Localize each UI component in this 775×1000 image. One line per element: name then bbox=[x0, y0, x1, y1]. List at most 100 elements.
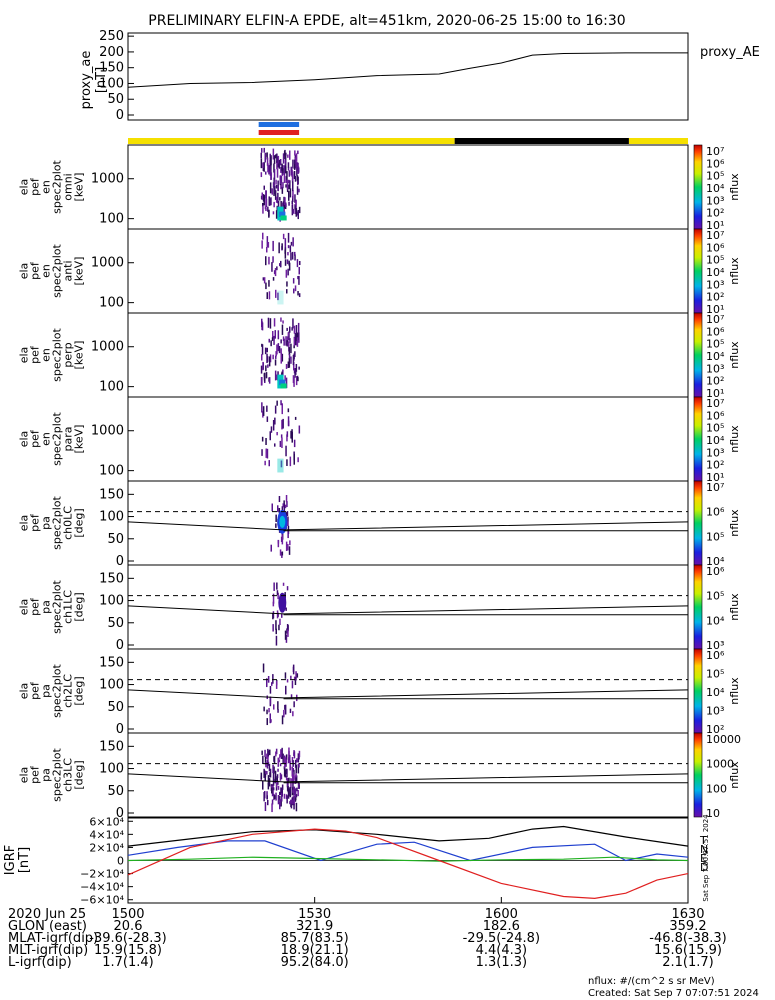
colorbar-tick-label: 10⁷ bbox=[706, 397, 724, 410]
energy-pixel bbox=[268, 256, 270, 265]
pitch-pixel bbox=[286, 521, 289, 526]
pitch-pixel bbox=[271, 787, 274, 797]
energy-pixel bbox=[289, 180, 291, 189]
energy-pixel bbox=[276, 153, 278, 163]
pitch-pixel bbox=[286, 679, 289, 683]
energy-pixel bbox=[288, 201, 290, 206]
energy-pixel bbox=[273, 335, 275, 345]
energy-pixel bbox=[274, 417, 276, 425]
colorbar-tick-label: 10⁷ bbox=[706, 229, 724, 242]
pitch-pixel bbox=[281, 530, 283, 540]
energy-pixel bbox=[294, 416, 297, 420]
pitch-pixel bbox=[277, 785, 280, 790]
energy-ylabel-4: perp bbox=[62, 342, 75, 367]
colorbar-tick-label: 10⁶ bbox=[706, 506, 725, 519]
energy-frame bbox=[127, 228, 689, 314]
energy-pixel bbox=[291, 204, 294, 216]
pitch-pixel bbox=[290, 799, 292, 804]
pitch-pixel bbox=[275, 635, 278, 646]
pitch-pixel bbox=[288, 546, 291, 555]
energy-ylabel-4: para bbox=[62, 427, 75, 452]
pitch-pixel bbox=[268, 778, 271, 787]
pitch-pixel bbox=[279, 763, 282, 767]
energy-pixel bbox=[262, 162, 264, 169]
footer-units: nflux: #/(cm^2 s sr MeV) bbox=[588, 976, 715, 987]
energy-pixel bbox=[292, 375, 295, 384]
ae-tick-label: 150 bbox=[99, 61, 124, 76]
pitch-pixel bbox=[269, 713, 271, 724]
energy-pixel bbox=[269, 431, 271, 441]
colorbar-tick-label: 10⁶ bbox=[706, 565, 725, 578]
energy-pixel bbox=[273, 163, 275, 173]
pitch-pixel bbox=[272, 624, 274, 632]
energy-pixel bbox=[287, 416, 290, 426]
energy-pixel bbox=[266, 157, 269, 166]
energy-ylabel-3: spec2plot bbox=[51, 160, 64, 214]
ae-tick-label: 0 bbox=[116, 108, 124, 123]
colorbars: 10⁷10⁶10⁵10⁴10³10²10¹nflux10⁷10⁶10⁵10⁴10… bbox=[693, 144, 741, 820]
ae-tick-label: 250 bbox=[99, 29, 124, 44]
pitch-pixel bbox=[264, 749, 266, 758]
pitch-pixel bbox=[295, 773, 297, 782]
energy-tick-label: 1000 bbox=[91, 172, 124, 187]
pitch-pixel bbox=[293, 776, 295, 780]
axis-row-label: 2020 Jun 25 bbox=[8, 907, 86, 922]
pitch-pixel bbox=[293, 786, 296, 796]
energy-pixel bbox=[286, 431, 289, 437]
pitch-pixel bbox=[286, 795, 288, 804]
energy-pixel bbox=[261, 449, 263, 456]
energy-pixel bbox=[294, 175, 297, 182]
pitch-pixel bbox=[281, 749, 283, 759]
energy-pixel bbox=[274, 359, 277, 366]
energy-pixel bbox=[280, 400, 282, 406]
energy-pixel bbox=[272, 354, 274, 360]
colorbar-tick-label: 10⁵ bbox=[706, 590, 724, 603]
energy-pixel bbox=[272, 148, 275, 160]
colorbar-tick-label: 10² bbox=[706, 459, 724, 472]
energy-pixel bbox=[277, 330, 280, 340]
colorbar-tick-label: 10¹ bbox=[706, 303, 724, 316]
energy-pixel bbox=[287, 167, 290, 171]
axis-value: 18.9(21.1) bbox=[281, 943, 349, 958]
energy-pixel bbox=[281, 324, 284, 335]
pitch-pixel bbox=[265, 762, 267, 768]
energy-pixel bbox=[286, 434, 288, 442]
pitch-pixel bbox=[279, 802, 281, 810]
energy-pixel bbox=[284, 238, 287, 249]
energy-pixel bbox=[287, 162, 290, 168]
pitch-pixel bbox=[272, 764, 274, 774]
energy-pixel bbox=[268, 356, 271, 367]
pitch-loss-cone-solid bbox=[127, 605, 689, 615]
pitch-pixel bbox=[273, 704, 275, 710]
energy-pixel bbox=[280, 166, 282, 173]
energy-pixel bbox=[294, 351, 296, 358]
axis-row-label: MLAT-igrf(dip) bbox=[8, 931, 98, 946]
igrf-series-N bbox=[127, 840, 689, 862]
igrf-tick-label: 4×10⁴ bbox=[89, 828, 124, 841]
energy-pixel bbox=[293, 439, 296, 448]
pitch-pixel bbox=[276, 781, 278, 788]
energy-tick-label: 100 bbox=[99, 380, 124, 395]
igrf-tick-label: −6×10⁴ bbox=[80, 894, 124, 907]
pitch-pixel bbox=[273, 755, 276, 764]
energy-pixel bbox=[289, 326, 291, 333]
energy-pixel bbox=[280, 460, 283, 468]
energy-pixel bbox=[282, 201, 285, 206]
igrf-series-T bbox=[127, 825, 689, 847]
axis-value: 4.4(4.3) bbox=[476, 943, 528, 958]
energy-pixel bbox=[261, 240, 263, 249]
energy-pixel bbox=[265, 365, 267, 372]
ae-ylabel-unit: [nT] bbox=[94, 67, 109, 93]
energy-pixel bbox=[268, 377, 271, 384]
energy-ylabel-3: spec2plot bbox=[51, 244, 64, 298]
axis-row-label: MLT-igrf(dip) bbox=[8, 943, 88, 958]
colorbar-tick-label: 10⁵ bbox=[706, 530, 724, 543]
colorbar-tick-label: 10⁶ bbox=[706, 649, 725, 662]
colorbar-tick-label: 100 bbox=[706, 782, 727, 795]
colorbar-label: nflux bbox=[728, 593, 741, 621]
ae-series-line bbox=[127, 52, 688, 88]
energy-pixel bbox=[265, 198, 267, 207]
energy-blob bbox=[279, 379, 286, 385]
